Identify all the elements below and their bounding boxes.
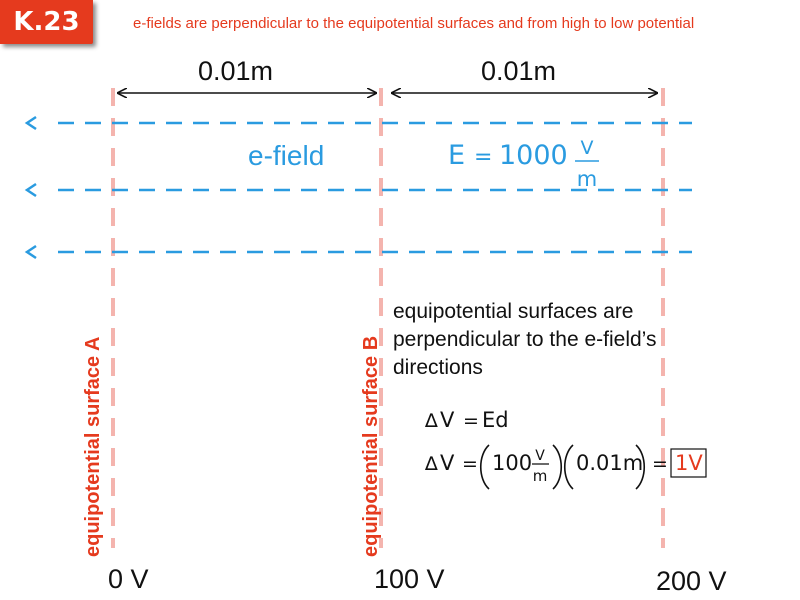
formula2-unit-den: m [533, 467, 548, 485]
formula-2: ∆ V = 100 V m 0.01m = 1V [424, 444, 707, 490]
formula2-equals: = [462, 453, 478, 475]
field-equation: E = 1000 V m [448, 137, 599, 191]
field-line-3 [24, 244, 692, 260]
formula2-value: 100 [492, 451, 532, 475]
formula2-delta: ∆ [424, 453, 438, 475]
potential-label-200v: 200 V [656, 566, 727, 596]
surface-label-b-letter: B [360, 335, 382, 351]
result-box [670, 448, 707, 478]
formula2-dist: 0.01m [576, 451, 643, 475]
field-eq-unit-den: m [577, 167, 597, 191]
formula2-paren-close-2 [635, 444, 646, 490]
formula1-equals: = [463, 410, 479, 432]
potential-label-100v: 100 V [374, 564, 445, 594]
slide-badge: K.23 [0, 0, 93, 44]
formula1-rhs: Ed [482, 408, 509, 432]
formula2-equals-2: = [652, 453, 668, 475]
formula2-result: 1V [675, 451, 703, 475]
surface-label-b-text: equipotential surface [360, 355, 382, 557]
slide-number: K.23 [13, 7, 80, 37]
field-line-2 [24, 182, 692, 198]
formula2-paren-close-1 [552, 444, 563, 490]
e-field-label: e-field [248, 140, 325, 171]
surface-label-a: equipotential surface A [81, 257, 105, 557]
perpendicular-note: equipotential surfaces are perpendicular… [393, 300, 657, 379]
formula1-delta: ∆ [424, 410, 438, 432]
slide-headline: e-fields are perpendicular to the equipo… [133, 15, 695, 32]
formula2-paren-open-2 [563, 444, 574, 490]
field-line-1 [24, 115, 692, 131]
field-eq-lhs: E [448, 140, 465, 171]
formula2-lhs: V [440, 451, 455, 475]
formula1-lhs: V [440, 408, 455, 432]
surface-label-b: equipotential surface B [359, 257, 383, 557]
formula2-unit-num: V [535, 448, 545, 464]
surface-label-a-letter: A [82, 336, 104, 352]
field-eq-value: 1000 [499, 140, 568, 171]
formula2-paren-open-1 [479, 444, 490, 490]
distance-label-2: 0.01m [481, 56, 557, 86]
formula-1: ∆ V = Ed [424, 408, 509, 432]
surface-label-a-text: equipotential surface [82, 355, 104, 557]
potential-label-0v: 0 V [108, 564, 149, 594]
field-eq-equals: = [474, 145, 492, 170]
distance-label-1: 0.01m [198, 56, 274, 86]
field-eq-unit-num: V [581, 137, 594, 159]
